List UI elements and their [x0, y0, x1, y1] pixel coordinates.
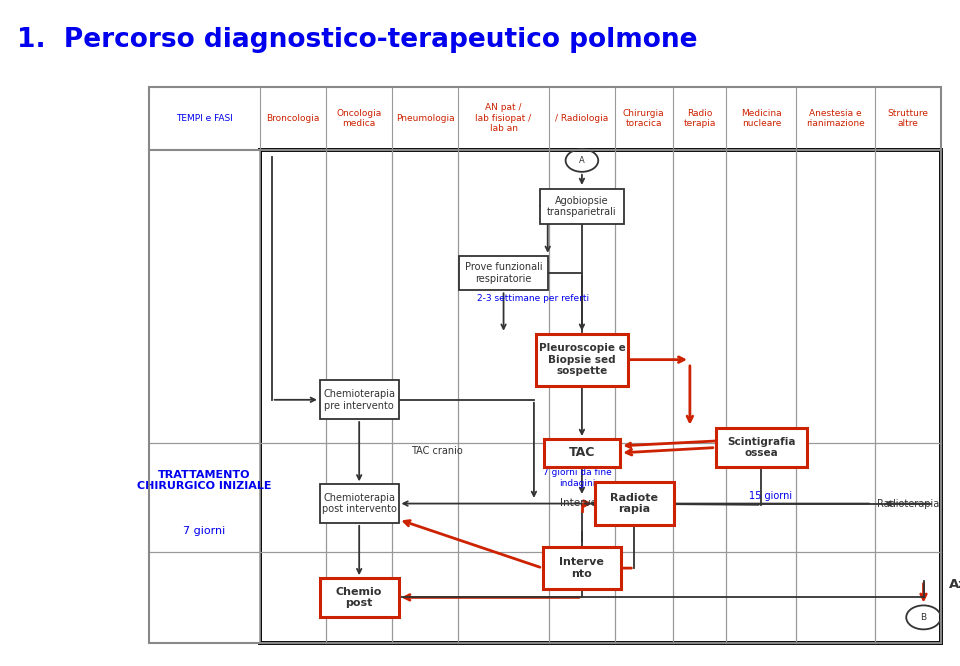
Bar [260, 150, 941, 643]
Text: Broncologia: Broncologia [267, 114, 320, 123]
Text: Anestesia e
rianimazione: Anestesia e rianimazione [806, 109, 865, 128]
Text: TAC: TAC [568, 446, 595, 460]
Text: TAC cranio: TAC cranio [411, 446, 463, 456]
Text: AN pat /
lab fisiopat /
lab an: AN pat / lab fisiopat / lab an [475, 103, 532, 133]
Bar [460, 256, 548, 290]
Bar [540, 189, 624, 224]
Bar [320, 484, 398, 523]
Text: 7 giorni: 7 giorni [183, 525, 226, 535]
Text: Scintigrafia
ossea: Scintigrafia ossea [727, 437, 796, 458]
Text: TRATTAMENTO
CHIRURGICO INIZIALE: TRATTAMENTO CHIRURGICO INIZIALE [137, 470, 272, 492]
Text: B: B [921, 613, 926, 622]
Text: Chirurgia
toracica: Chirurgia toracica [623, 109, 664, 128]
Text: A: A [579, 156, 585, 165]
Bar [595, 482, 674, 525]
Text: Radiote
rapia: Radiote rapia [611, 493, 659, 514]
Text: Interve
nto: Interve nto [560, 557, 605, 579]
Text: 1.  Percorso diagnostico-terapeutico polmone: 1. Percorso diagnostico-terapeutico polm… [17, 27, 698, 53]
Text: Chemioterapia
post intervento: Chemioterapia post intervento [322, 493, 396, 514]
Text: Radioterapia: Radioterapia [876, 499, 939, 509]
Bar [149, 87, 941, 643]
Text: Radio
terapia: Radio terapia [684, 109, 715, 128]
Bar [537, 334, 628, 386]
Text: Chemioterapia
pre intervento: Chemioterapia pre intervento [324, 389, 396, 411]
Text: Altra
Azienda: Altra Azienda [948, 563, 960, 591]
Text: TEMPI e FASI: TEMPI e FASI [176, 114, 233, 123]
Bar [320, 578, 398, 617]
Text: Prove funzionali
respiratorie: Prove funzionali respiratorie [465, 262, 542, 284]
Bar [543, 439, 620, 467]
Text: Medicina
nucleare: Medicina nucleare [741, 109, 781, 128]
Text: / Radiologia: / Radiologia [555, 114, 609, 123]
Text: 15 giorni: 15 giorni [750, 491, 793, 501]
Text: 2-3 settimane per referti: 2-3 settimane per referti [477, 294, 589, 303]
Text: Intervento: Intervento [560, 498, 613, 508]
Bar [542, 547, 621, 589]
Text: Agobiopsie
transparietrali: Agobiopsie transparietrali [547, 196, 616, 217]
Text: Strutture
altre: Strutture altre [887, 109, 928, 128]
Text: Pneumologia: Pneumologia [396, 114, 454, 123]
Bar [716, 428, 807, 467]
Text: Pleuroscopie e
Biopsie sed
sospette: Pleuroscopie e Biopsie sed sospette [539, 343, 625, 376]
Text: Oncologia
medica: Oncologia medica [337, 109, 382, 128]
Bar [149, 150, 260, 643]
Text: Chemio
post: Chemio post [336, 587, 382, 608]
Text: 7 giorni da fine
indagini: 7 giorni da fine indagini [542, 468, 612, 488]
Bar [149, 87, 941, 150]
Bar [320, 380, 398, 419]
